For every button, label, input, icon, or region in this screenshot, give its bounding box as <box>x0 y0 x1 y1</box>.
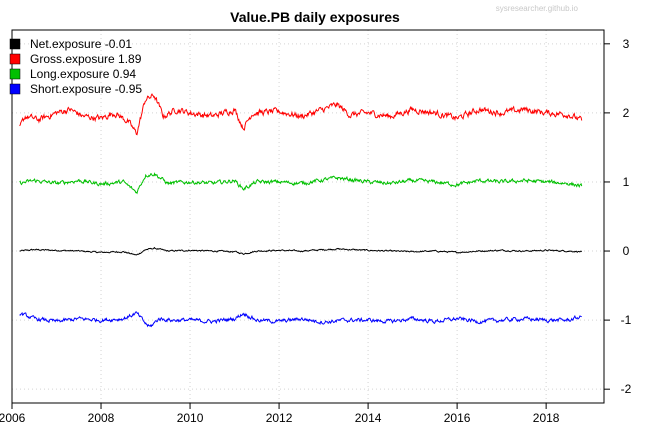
y-tick-label: 2 <box>623 106 630 120</box>
series-line-3 <box>19 172 583 195</box>
x-axis: 2006 2008 2010 2012 2014 2016 2018 <box>0 403 560 425</box>
legend-swatch <box>9 83 21 95</box>
x-tick-label: 2006 <box>0 411 26 425</box>
x-tick-label: 2012 <box>266 411 293 425</box>
y-tick-label: -1 <box>621 313 632 327</box>
x-tick-label: 2018 <box>533 411 560 425</box>
legend-swatch <box>9 68 21 80</box>
series-line-1 <box>19 246 583 256</box>
y-tick-label: -2 <box>621 382 632 396</box>
legend-entry: Short.exposure -0.95 <box>30 82 142 96</box>
x-tick-label: 2014 <box>355 411 382 425</box>
series-line-4 <box>19 311 582 328</box>
series-lines <box>19 93 583 328</box>
legend-entry: Gross.exposure 1.89 <box>30 52 142 66</box>
x-tick-label: 2010 <box>177 411 204 425</box>
legend-entry: Net.exposure -0.01 <box>30 37 132 51</box>
plot-frame <box>11 29 605 404</box>
legend-entry: Long.exposure 0.94 <box>30 67 136 81</box>
x-tick-label: 2008 <box>88 411 115 425</box>
watermark: sysresearcher.github.io <box>496 4 579 13</box>
y-axis: -2 -1 0 1 2 3 <box>604 37 632 396</box>
y-tick-label: 1 <box>623 175 630 189</box>
legend-swatch <box>9 38 21 50</box>
y-tick-label: 3 <box>623 37 630 51</box>
x-tick-label: 2016 <box>444 411 471 425</box>
series-line-2 <box>19 93 583 136</box>
chart-title: Value.PB daily exposures <box>230 9 400 25</box>
legend-swatch <box>9 53 21 65</box>
y-tick-label: 0 <box>623 244 630 258</box>
